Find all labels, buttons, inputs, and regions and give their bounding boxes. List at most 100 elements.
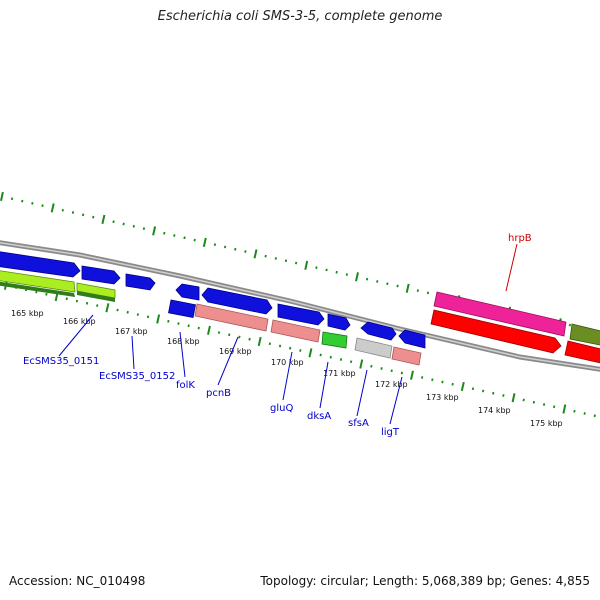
cds-forward[interactable] <box>360 321 397 341</box>
minor-tick <box>573 409 576 413</box>
minor-tick <box>370 364 373 368</box>
tick-label: 169 kbp <box>219 347 252 356</box>
tick-label: 173 kbp <box>426 393 459 402</box>
gene-label-sfsa[interactable]: sfsA <box>348 418 369 429</box>
gene-label-dksa[interactable]: dksA <box>307 411 331 422</box>
gene-label-gluq[interactable]: gluQ <box>270 403 293 414</box>
minor-tick <box>132 224 135 228</box>
major-tick <box>511 393 516 403</box>
minor-tick <box>319 353 322 357</box>
rna-feature[interactable] <box>0 281 75 297</box>
cds-reverse[interactable] <box>430 309 562 354</box>
minor-tick <box>421 376 424 379</box>
cds-forward[interactable] <box>201 287 273 315</box>
minor-tick <box>21 199 24 203</box>
minor-tick <box>400 371 403 375</box>
minor-tick <box>345 273 348 276</box>
tick-label: 174 kbp <box>478 406 511 415</box>
cds-forward[interactable] <box>277 303 325 326</box>
minor-tick <box>244 250 247 253</box>
cds-forward[interactable] <box>175 283 200 301</box>
minor-tick <box>183 236 186 240</box>
minor-tick <box>274 257 277 260</box>
minor-tick <box>85 301 89 305</box>
minor-tick <box>142 227 146 230</box>
minor-tick <box>532 400 535 404</box>
gene-label-ecsms35-0152[interactable]: EcSMS35_0152 <box>99 371 175 382</box>
rna-feature[interactable] <box>321 331 348 349</box>
genome-summary-text: Topology: circular; Length: 5,068,389 bp… <box>260 574 590 588</box>
cds-forward[interactable] <box>398 329 426 349</box>
accession-text: Accession: NC_010498 <box>9 574 146 588</box>
tick-label: 167 kbp <box>115 327 148 336</box>
minor-tick <box>502 394 505 397</box>
tick-label: 168 kbp <box>167 337 200 346</box>
cds-forward[interactable] <box>168 299 197 319</box>
minor-tick <box>568 323 572 327</box>
minor-tick <box>136 313 139 316</box>
minor-tick <box>10 197 14 201</box>
minor-tick <box>248 337 251 341</box>
cds-forward[interactable] <box>125 273 156 291</box>
minor-tick <box>187 324 190 328</box>
gene-label-folk[interactable]: folK <box>176 380 195 391</box>
minor-tick <box>61 208 64 212</box>
repeat-region[interactable] <box>433 291 567 337</box>
pseudo-feature[interactable] <box>391 346 422 366</box>
minor-tick <box>426 291 430 295</box>
rna-feature[interactable] <box>0 270 76 293</box>
gene-label-ecsms35-0151[interactable]: EcSMS35_0151 <box>23 356 99 367</box>
minor-tick <box>116 308 119 312</box>
cds-reverse[interactable] <box>564 340 600 364</box>
minor-tick <box>339 358 343 361</box>
pseudo-feature[interactable] <box>194 303 269 332</box>
green-features <box>0 270 600 349</box>
gene-label-ligt[interactable]: ligT <box>381 427 400 438</box>
minor-tick <box>163 231 166 235</box>
rna-feature[interactable] <box>569 323 600 346</box>
minor-tick <box>583 412 586 415</box>
major-tick <box>156 314 161 324</box>
minor-tick <box>471 387 475 391</box>
minor-tick <box>122 222 125 226</box>
gene-label-pcnb[interactable]: pcnB <box>206 388 231 399</box>
minor-tick <box>217 331 221 334</box>
minor-tick <box>223 245 227 249</box>
cds-forward[interactable] <box>0 251 81 278</box>
minor-tick <box>167 319 170 323</box>
minor-tick <box>71 211 75 214</box>
major-tick <box>359 359 364 369</box>
major-tick <box>410 370 414 380</box>
major-tick <box>257 336 262 347</box>
minor-tick <box>284 259 288 263</box>
major-tick <box>101 214 106 225</box>
minor-tick <box>431 378 434 382</box>
reverse-features <box>194 291 600 366</box>
cds-forward[interactable] <box>327 313 351 331</box>
minor-tick <box>492 391 495 395</box>
minor-tick <box>264 254 267 258</box>
minor-tick <box>294 261 298 265</box>
gene-label-hrpb[interactable]: hrpB <box>508 233 532 244</box>
minor-tick <box>238 335 241 339</box>
minor-tick <box>365 277 369 281</box>
minor-tick <box>349 360 353 364</box>
minor-tick <box>96 304 99 307</box>
major-tick <box>50 203 55 213</box>
map-title: Escherichia coli SMS-3-5, complete genom… <box>157 9 443 24</box>
minor-tick <box>31 202 34 205</box>
minor-tick <box>126 310 129 314</box>
minor-tick <box>542 403 546 406</box>
pseudo-feature[interactable] <box>270 319 321 343</box>
major-tick <box>202 237 207 248</box>
minor-tick <box>65 297 68 301</box>
cds-forward[interactable] <box>81 265 121 285</box>
pseudo-feature[interactable] <box>354 337 393 359</box>
major-tick <box>207 325 211 335</box>
major-tick <box>0 191 4 202</box>
rna-feature[interactable] <box>77 291 115 302</box>
minor-tick <box>522 398 525 402</box>
minor-tick <box>451 382 454 386</box>
minor-tick <box>228 333 231 337</box>
